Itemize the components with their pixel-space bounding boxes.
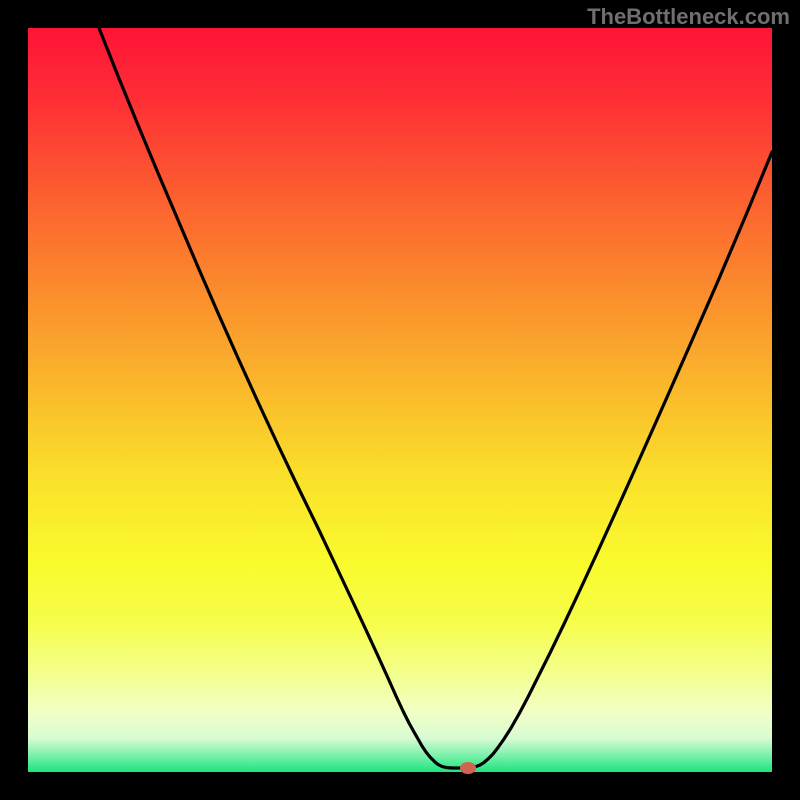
- optimal-point-marker: [460, 762, 476, 774]
- curve-path: [99, 28, 772, 768]
- chart-frame: TheBottleneck.com: [0, 0, 800, 800]
- plot-area: [28, 28, 772, 772]
- watermark-text: TheBottleneck.com: [587, 4, 790, 30]
- bottleneck-curve: [28, 28, 772, 772]
